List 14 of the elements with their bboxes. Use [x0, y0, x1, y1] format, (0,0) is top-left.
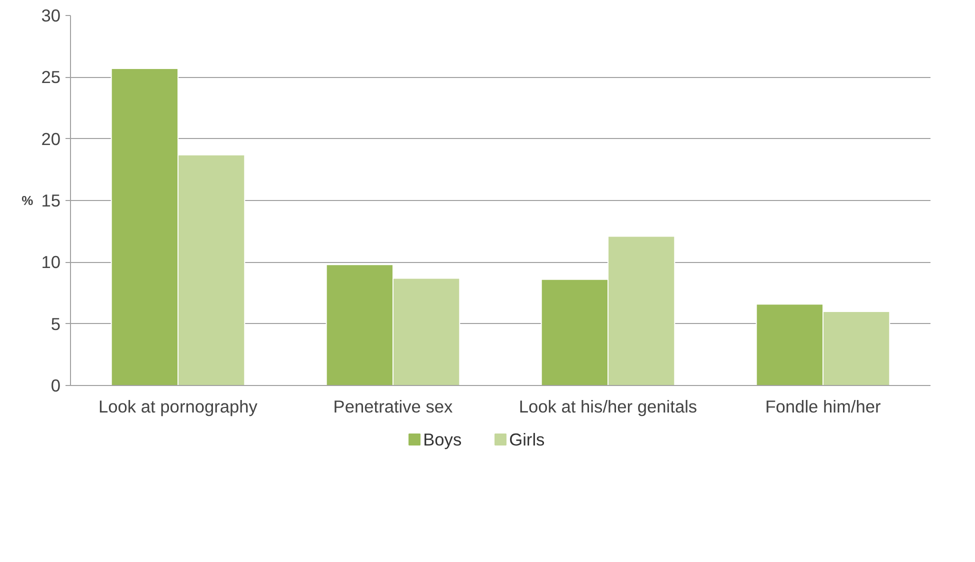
y-tick-label: 10: [41, 252, 61, 272]
legend-label: Boys: [423, 430, 462, 450]
y-tick-label: 25: [41, 67, 61, 88]
y-tick-label: 30: [41, 6, 61, 26]
y-tick-label: 0: [50, 376, 61, 396]
y-axis-title: %: [22, 193, 34, 208]
x-tick-label: Look at his/her genitals: [518, 396, 698, 416]
legend-label: Girls: [509, 430, 546, 450]
x-tick-label: Look at pornography: [98, 396, 258, 416]
y-tick-label: 20: [41, 128, 61, 149]
x-tick-label: Penetrative sex: [333, 396, 454, 416]
x-tick-label: Fondle him/her: [765, 396, 882, 416]
y-tick-label: 5: [50, 314, 61, 334]
y-tick-label: 15: [41, 190, 61, 210]
